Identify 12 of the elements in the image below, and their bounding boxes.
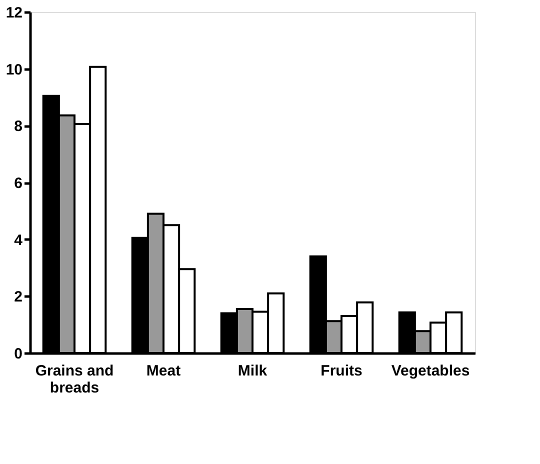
- y-tick-label: 8: [14, 118, 22, 136]
- x-tick-label: Grains and breads: [35, 362, 114, 396]
- x-tick-label: Vegetables: [391, 362, 470, 380]
- x-tick-label: Milk: [238, 362, 268, 380]
- y-tick-label: 0: [14, 346, 22, 362]
- x-tick-label: Meat: [146, 362, 181, 380]
- y-tick-label: 4: [14, 232, 24, 249]
- y-tick-label: 6: [14, 175, 22, 192]
- y-tick-label: 12: [6, 4, 22, 22]
- x-tick-label: Fruits: [320, 362, 362, 380]
- y-tick-label: 10: [6, 61, 22, 78]
- y-tick-label: 2: [14, 288, 22, 306]
